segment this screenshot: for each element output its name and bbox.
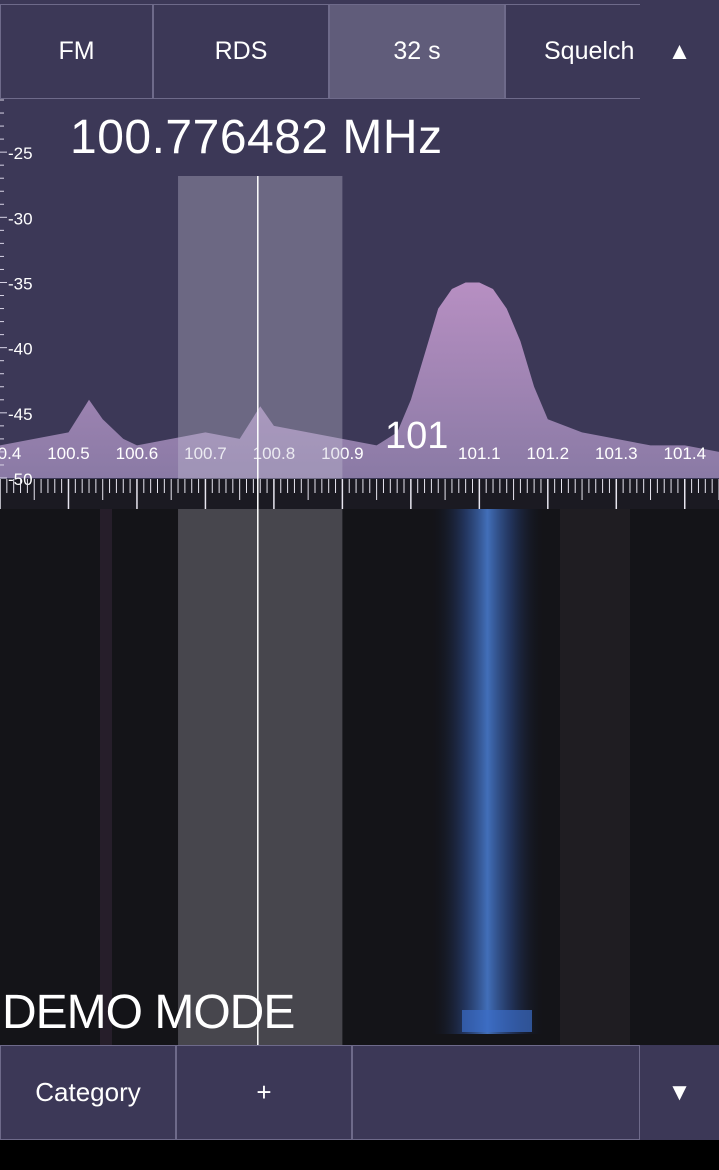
waterfall-trace-b [560,509,630,1045]
y-tick-label: -35 [8,274,33,293]
frequency-scale-ticks [0,479,719,509]
spectrum-plot-bg [0,99,719,479]
squelch-button[interactable]: Squelch [505,4,645,99]
collapse-bottom-bar-button[interactable]: ▼ [640,1045,719,1140]
category-button[interactable]: Category [0,1045,176,1140]
frequency-scale-bar [0,479,719,509]
center-frequency-label: 101 [385,415,449,457]
waterfall-signal-bottom [462,1010,532,1032]
x-tick-label: 100.5 [47,444,90,463]
x-tick-label: 101.2 [527,444,570,463]
spectrum-area [0,282,719,478]
mode-button[interactable]: FM [0,4,153,99]
selection-band-waterfall[interactable] [178,509,343,1045]
x-tick-label: 100.8 [253,444,296,463]
y-axis: -25-30-35-40-45-50 [0,99,33,489]
expand-toolbar-button[interactable]: ▲ [640,4,719,99]
y-tick-label: -40 [8,340,33,359]
waterfall-signal [430,509,545,1034]
waterfall-trace-a [100,509,112,1045]
x-tick-label: 100.7 [184,444,227,463]
rds-button[interactable]: RDS [153,4,329,99]
triangle-down-icon: ▼ [667,1078,692,1106]
x-axis: 100.4 100.5 100.6 100.7 100.8 100.9 101.1 101.2… [0,444,706,463]
triangle-up-icon: ▲ [667,37,692,65]
y-tick-label: -45 [8,405,33,424]
x-tick-label: 100.6 [116,444,159,463]
demo-mode-label: DEMO MODE [2,986,295,1039]
x-tick-label: 100.9 [321,444,364,463]
y-tick-label: -25 [8,144,33,163]
x-tick-label: 101.3 [595,444,638,463]
add-bookmark-button[interactable]: + [176,1045,352,1140]
spectrum-waterfall-view[interactable]: -25-30-35-40-45-50 100.4100.5100.6100.71… [0,0,719,1045]
system-navigation-bar [0,1140,719,1170]
tuned-frequency-readout: 100.776482 MHz [70,111,443,164]
x-tick-label: 101.4 [663,444,706,463]
x-tick-label: 100.4 [0,444,21,463]
y-tick-label: -30 [8,209,33,228]
bottom-bar-empty-slot [352,1045,640,1140]
selection-band-spectrum[interactable] [178,176,343,479]
x-tick-label: 101.1 [458,444,501,463]
timer-button[interactable]: 32 s [329,4,505,99]
